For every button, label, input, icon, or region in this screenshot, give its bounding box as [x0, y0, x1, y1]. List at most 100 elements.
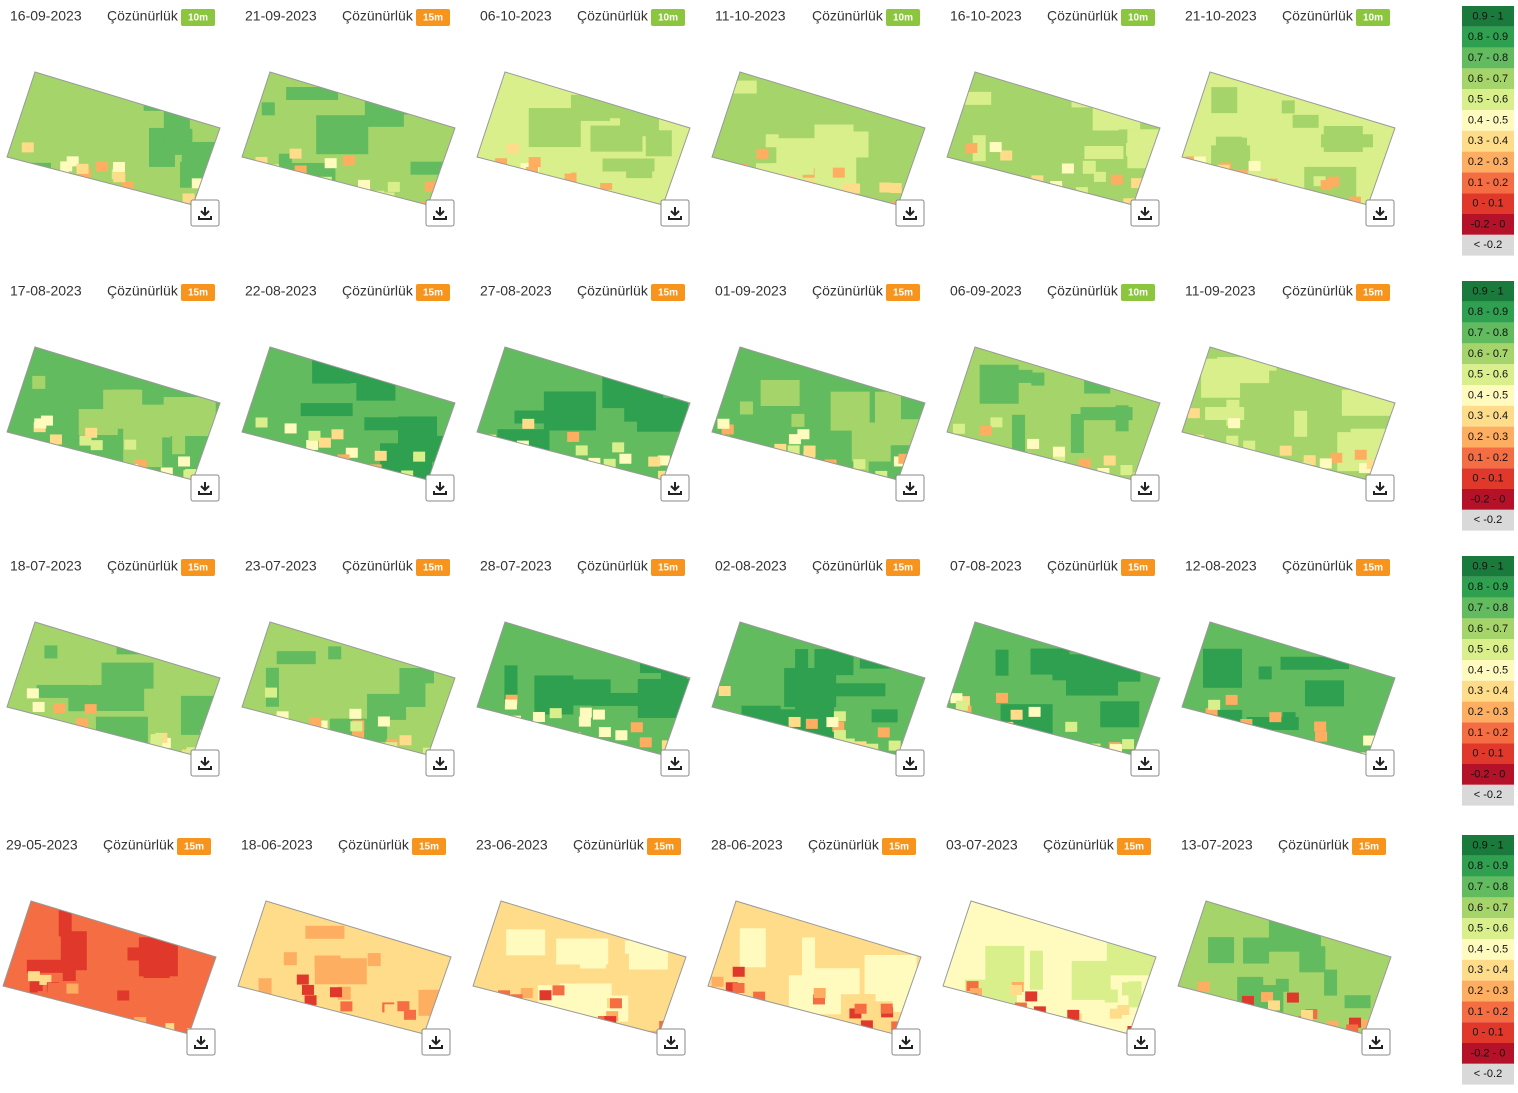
- map-cell: [671, 179, 684, 190]
- ndvi-tile: 16-09-2023 Çözünürlük 10m: [6, 8, 221, 227]
- map-cell: [1117, 1004, 1130, 1015]
- download-button[interactable]: [660, 749, 690, 777]
- map-cell: [955, 700, 968, 711]
- map-cell: [399, 735, 412, 746]
- map-cell: [265, 687, 278, 698]
- download-button[interactable]: [1130, 474, 1160, 502]
- resolution-value: 15m: [1363, 288, 1383, 299]
- map-cell: [966, 981, 979, 992]
- map-cell: [66, 156, 79, 167]
- download-button[interactable]: [186, 1028, 216, 1056]
- legend-label: 0.2 - 0.3: [1468, 431, 1508, 443]
- download-button[interactable]: [1361, 1028, 1391, 1056]
- download-button[interactable]: [1130, 749, 1160, 777]
- download-button[interactable]: [895, 749, 925, 777]
- map-cell: [1018, 452, 1031, 463]
- map-patch: [1080, 407, 1133, 421]
- resolution-label: Çözünürlük: [577, 283, 649, 299]
- map-patch: [506, 929, 546, 956]
- map-cell: [990, 417, 1003, 428]
- resolution-value: 15m: [184, 842, 204, 853]
- download-button[interactable]: [1365, 199, 1395, 227]
- download-button[interactable]: [1365, 474, 1395, 502]
- ndvi-tile: 18-06-2023 Çözünürlük 15m: [237, 837, 452, 1056]
- ndvi-map: [7, 347, 220, 480]
- download-button[interactable]: [421, 1028, 451, 1056]
- legend-label: 0.7 - 0.8: [1468, 52, 1508, 64]
- legend-swatch: [1462, 680, 1514, 702]
- legend-swatch: [1462, 193, 1514, 214]
- date: 21-09-2023: [245, 8, 317, 24]
- map-cell: [832, 167, 845, 178]
- map-patch: [1006, 369, 1033, 383]
- map-cell: [377, 716, 390, 727]
- resolution-label: Çözünürlük: [342, 8, 414, 24]
- download-button[interactable]: [1365, 749, 1395, 777]
- map-patch: [637, 418, 690, 432]
- map-patch: [174, 634, 201, 661]
- map-cell: [803, 445, 816, 456]
- map-patch: [809, 355, 823, 369]
- download-button[interactable]: [190, 199, 220, 227]
- date: 12-08-2023: [1185, 558, 1257, 574]
- resolution-badge: [651, 559, 685, 576]
- map-cell: [797, 429, 810, 440]
- legend-swatch: [1462, 784, 1514, 806]
- map-cell: [349, 708, 362, 719]
- map-cell: [182, 193, 195, 204]
- map-cell: [301, 984, 314, 995]
- map-patch: [590, 125, 643, 152]
- map-cell: [552, 985, 565, 996]
- map-cell: [907, 732, 920, 743]
- download-button[interactable]: [895, 199, 925, 227]
- download-button[interactable]: [425, 749, 455, 777]
- resolution-value: 15m: [423, 13, 443, 24]
- map-patch: [328, 646, 342, 660]
- map-cell: [324, 158, 337, 169]
- map-patch: [305, 925, 345, 939]
- download-icon: [198, 482, 212, 495]
- map-cell: [615, 730, 628, 741]
- legend-swatch: [1462, 597, 1514, 619]
- resolution-badge: [1121, 559, 1155, 576]
- download-button[interactable]: [190, 749, 220, 777]
- download-button[interactable]: [1130, 199, 1160, 227]
- map-patch: [1121, 982, 1135, 996]
- download-button[interactable]: [660, 199, 690, 227]
- map-cell: [860, 1020, 873, 1031]
- map-cell: [1313, 176, 1326, 187]
- legend-swatch: [1462, 743, 1514, 764]
- resolution-value: 15m: [658, 563, 678, 574]
- download-button[interactable]: [660, 474, 690, 502]
- download-button[interactable]: [891, 1028, 921, 1056]
- map-cell: [1348, 1017, 1361, 1028]
- download-button[interactable]: [190, 474, 220, 502]
- resolution-label: Çözünürlük: [1047, 558, 1119, 574]
- map-cell: [639, 737, 652, 748]
- resolution-badge: [181, 559, 215, 576]
- legend-label: 0.3 - 0.4: [1468, 964, 1508, 976]
- map-patch: [814, 124, 854, 164]
- resolution-label: Çözünürlük: [103, 837, 175, 853]
- map-patch: [965, 91, 992, 105]
- map-patch: [1082, 160, 1096, 174]
- download-button[interactable]: [1126, 1028, 1156, 1056]
- download-button[interactable]: [895, 474, 925, 502]
- map-cell: [1228, 418, 1241, 429]
- map-cell: [1279, 445, 1292, 456]
- ndvi-map: [712, 347, 925, 480]
- date: 07-08-2023: [950, 558, 1022, 574]
- legend-label: 0.7 - 0.8: [1468, 602, 1508, 614]
- map-cell: [564, 172, 577, 183]
- map-cell: [520, 988, 533, 999]
- map-cell: [1315, 731, 1328, 742]
- map-patch: [558, 679, 611, 706]
- download-button[interactable]: [425, 474, 455, 502]
- resolution-value: 10m: [1128, 13, 1148, 24]
- map-cell: [49, 434, 62, 445]
- date: 23-07-2023: [245, 558, 317, 574]
- download-button[interactable]: [656, 1028, 686, 1056]
- map-cell: [812, 994, 825, 1005]
- download-button[interactable]: [425, 199, 455, 227]
- legend-swatch: [1462, 959, 1514, 981]
